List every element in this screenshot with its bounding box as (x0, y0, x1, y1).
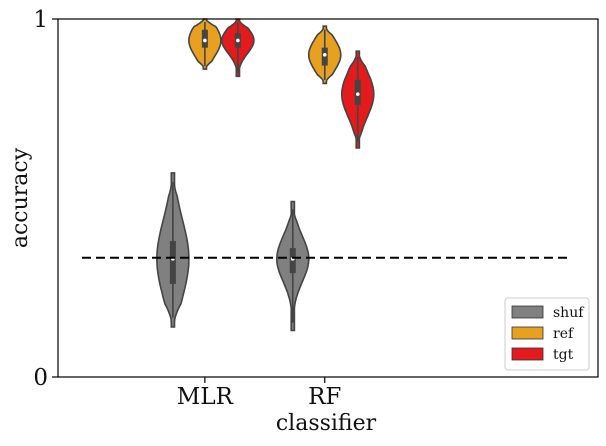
violin-layer (156, 18, 375, 332)
violin-median-dot (355, 92, 360, 96)
violin-tgt-mlr (221, 18, 255, 78)
violin-ref-mlr (188, 18, 222, 70)
x-axis-label: classifier (276, 411, 377, 436)
violin-median-dot (203, 38, 207, 43)
legend-label-shuf: shuf (553, 305, 585, 321)
x-tick-label: RF (308, 384, 341, 410)
violin-shuf-rf (275, 200, 310, 332)
legend: shuf ref tgt (504, 297, 590, 371)
violin-iqr-box (169, 240, 176, 284)
x-tick-label: MLR (177, 384, 234, 410)
y-tick-label: 0 (33, 365, 48, 391)
violin-ref-rf (308, 25, 342, 85)
legend-swatch-tgt (511, 347, 544, 361)
violin-median-dot (236, 38, 240, 43)
y-axis-label: accuracy (8, 147, 33, 248)
y-tick-label: 1 (33, 7, 48, 33)
violin-shuf-mlr (156, 172, 190, 328)
y-axis: 01 (33, 7, 58, 391)
violin-median-dot (322, 53, 327, 57)
legend-swatch-shuf (511, 305, 544, 319)
legend-swatch-ref (511, 326, 544, 340)
plot-frame (57, 18, 599, 378)
violin-tgt-rf (341, 50, 375, 149)
x-axis: MLR RF (177, 377, 341, 410)
legend-label-tgt: tgt (553, 347, 574, 363)
legend-label-ref: ref (553, 326, 575, 342)
